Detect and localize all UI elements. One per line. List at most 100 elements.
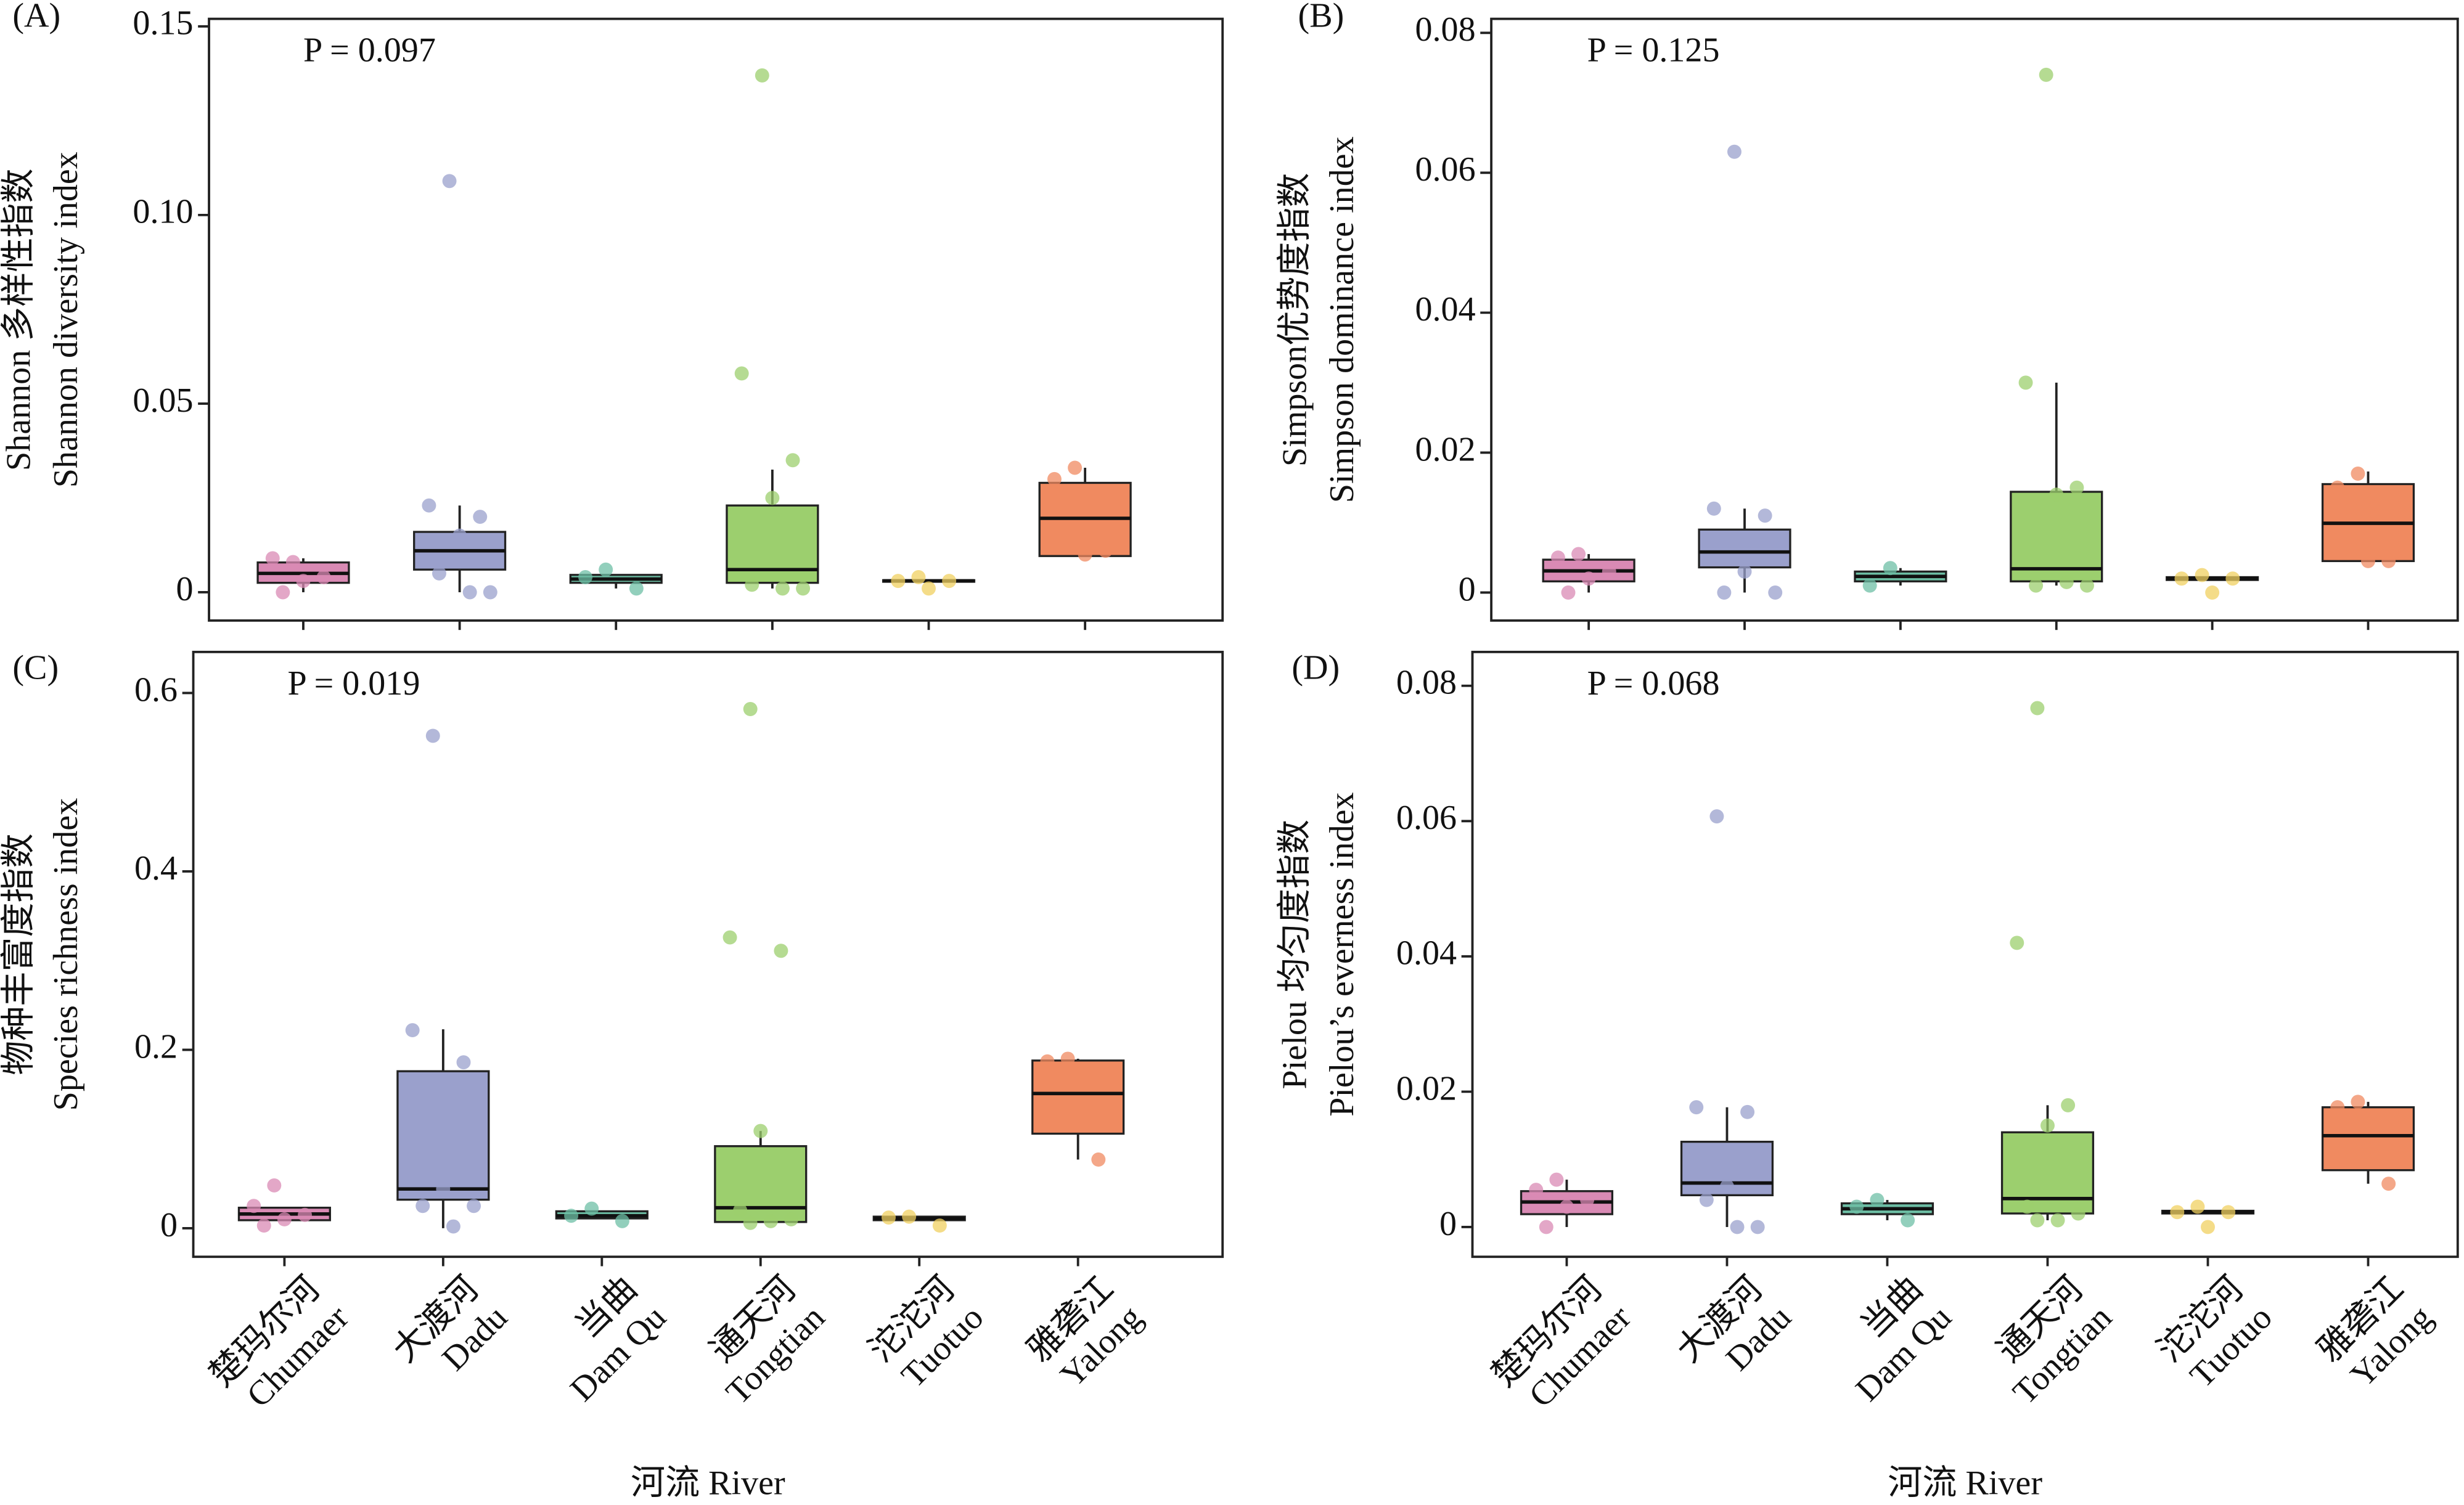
data-point bbox=[415, 1199, 430, 1213]
data-point bbox=[2071, 1206, 2085, 1221]
x-tick-label: 大渡河Dadu bbox=[1669, 1270, 1799, 1399]
data-point bbox=[763, 1213, 778, 1228]
data-point bbox=[2030, 701, 2045, 716]
data-point bbox=[1602, 564, 1616, 579]
data-point bbox=[2351, 1095, 2365, 1109]
data-point bbox=[2221, 1205, 2236, 1220]
data-point bbox=[891, 574, 906, 589]
data-point bbox=[1091, 1152, 1106, 1167]
data-point bbox=[1709, 809, 1724, 824]
x-tick-label: 雅砻江Yalong bbox=[1020, 1270, 1150, 1399]
data-point bbox=[1550, 550, 1565, 565]
box bbox=[1698, 528, 1791, 569]
x-tick-label: 大渡河Dadu bbox=[385, 1270, 515, 1399]
data-point bbox=[298, 1207, 312, 1222]
panel-label: (D) bbox=[1291, 648, 1340, 687]
p-value: P = 0.125 bbox=[1587, 31, 1720, 70]
data-point bbox=[1040, 1054, 1055, 1069]
data-point bbox=[316, 570, 331, 584]
data-point bbox=[422, 498, 436, 513]
data-point bbox=[2351, 467, 2365, 481]
data-point bbox=[1571, 547, 1586, 561]
data-point bbox=[446, 1219, 460, 1234]
y-axis-label: 物种丰富度指数 bbox=[0, 833, 38, 1075]
data-point bbox=[743, 1215, 758, 1230]
plot-frame bbox=[1490, 17, 2459, 622]
data-point bbox=[722, 930, 737, 945]
x-tick-label: 雅砻江Yalong bbox=[2311, 1270, 2440, 1399]
y-tick-label: 0.2 bbox=[134, 1027, 178, 1066]
data-point bbox=[405, 1023, 420, 1038]
y-tick-label: 0.15 bbox=[133, 4, 193, 43]
y-tick-label: 0.6 bbox=[134, 671, 178, 709]
data-point bbox=[277, 1212, 292, 1226]
x-tick-label: 沱沱河Tuotuo bbox=[2150, 1270, 2280, 1399]
data-point bbox=[1740, 1104, 1755, 1119]
data-point bbox=[765, 491, 780, 505]
data-point bbox=[2010, 936, 2024, 950]
data-point bbox=[1901, 1213, 1915, 1228]
y-axis-label: Simpson dominance index bbox=[1323, 136, 1361, 503]
data-point bbox=[442, 174, 457, 189]
x-tick-label: 沱沱河Tuotuo bbox=[862, 1270, 991, 1399]
data-point bbox=[1717, 585, 1732, 600]
data-point bbox=[1706, 501, 1721, 516]
plot-frame bbox=[1471, 650, 2459, 1258]
y-tick-label: 0.04 bbox=[1415, 290, 1476, 328]
data-point bbox=[1768, 585, 1783, 600]
data-point bbox=[785, 453, 800, 468]
data-point bbox=[1078, 547, 1092, 562]
data-point bbox=[784, 1212, 798, 1226]
data-point bbox=[2195, 568, 2209, 582]
data-point bbox=[1581, 571, 1596, 586]
y-axis-label: Shannon diversity index bbox=[47, 152, 85, 487]
data-point bbox=[2174, 571, 2189, 586]
data-point bbox=[932, 1218, 947, 1233]
x-axis-label: 河流 River bbox=[1888, 1464, 2042, 1502]
data-point bbox=[467, 1199, 481, 1213]
data-point bbox=[1559, 1199, 1574, 1214]
data-point bbox=[1750, 1220, 1765, 1234]
data-point bbox=[1883, 561, 1897, 576]
x-tick-label: 通天河Tongtian bbox=[1977, 1270, 2119, 1412]
y-tick-label: 0.02 bbox=[1396, 1069, 1457, 1107]
data-point bbox=[2050, 1213, 2065, 1228]
data-point bbox=[2059, 574, 2074, 589]
data-point bbox=[436, 1181, 451, 1196]
data-point bbox=[629, 581, 644, 596]
data-point bbox=[1047, 471, 1062, 486]
data-point bbox=[743, 702, 758, 716]
data-point bbox=[2079, 578, 2094, 593]
data-point bbox=[1870, 1193, 1885, 1207]
y-tick-label: 0 bbox=[160, 1206, 178, 1244]
data-point bbox=[2381, 1177, 2396, 1191]
data-point bbox=[902, 1209, 917, 1224]
y-axis-label: Shannon 多样性指数 bbox=[0, 168, 38, 471]
data-point bbox=[462, 585, 477, 600]
y-tick-label: 0.06 bbox=[1415, 150, 1476, 189]
data-point bbox=[1561, 585, 1576, 600]
data-point bbox=[734, 366, 749, 381]
box bbox=[2010, 491, 2103, 582]
data-point bbox=[456, 1055, 471, 1070]
x-tick-label: 通天河Tongtian bbox=[690, 1270, 832, 1412]
data-point bbox=[296, 574, 311, 589]
y-tick-label: 0.05 bbox=[133, 381, 193, 420]
box bbox=[2000, 1131, 2095, 1215]
data-point bbox=[1529, 1183, 1544, 1197]
data-point bbox=[1737, 564, 1752, 579]
data-point bbox=[1727, 144, 1742, 159]
data-point bbox=[615, 1213, 629, 1228]
data-point bbox=[775, 581, 790, 596]
y-axis-label: Pielou 均匀度指数 bbox=[1275, 820, 1314, 1090]
data-point bbox=[584, 1201, 599, 1216]
data-point bbox=[733, 1203, 748, 1218]
data-point bbox=[578, 570, 593, 584]
data-point bbox=[2205, 585, 2220, 600]
data-point bbox=[1539, 1220, 1553, 1234]
p-value: P = 0.068 bbox=[1587, 664, 1720, 703]
data-point bbox=[432, 566, 446, 581]
data-point bbox=[452, 528, 467, 543]
y-axis-label: Pielou’s everness index bbox=[1323, 792, 1361, 1116]
data-point bbox=[1730, 1220, 1745, 1234]
